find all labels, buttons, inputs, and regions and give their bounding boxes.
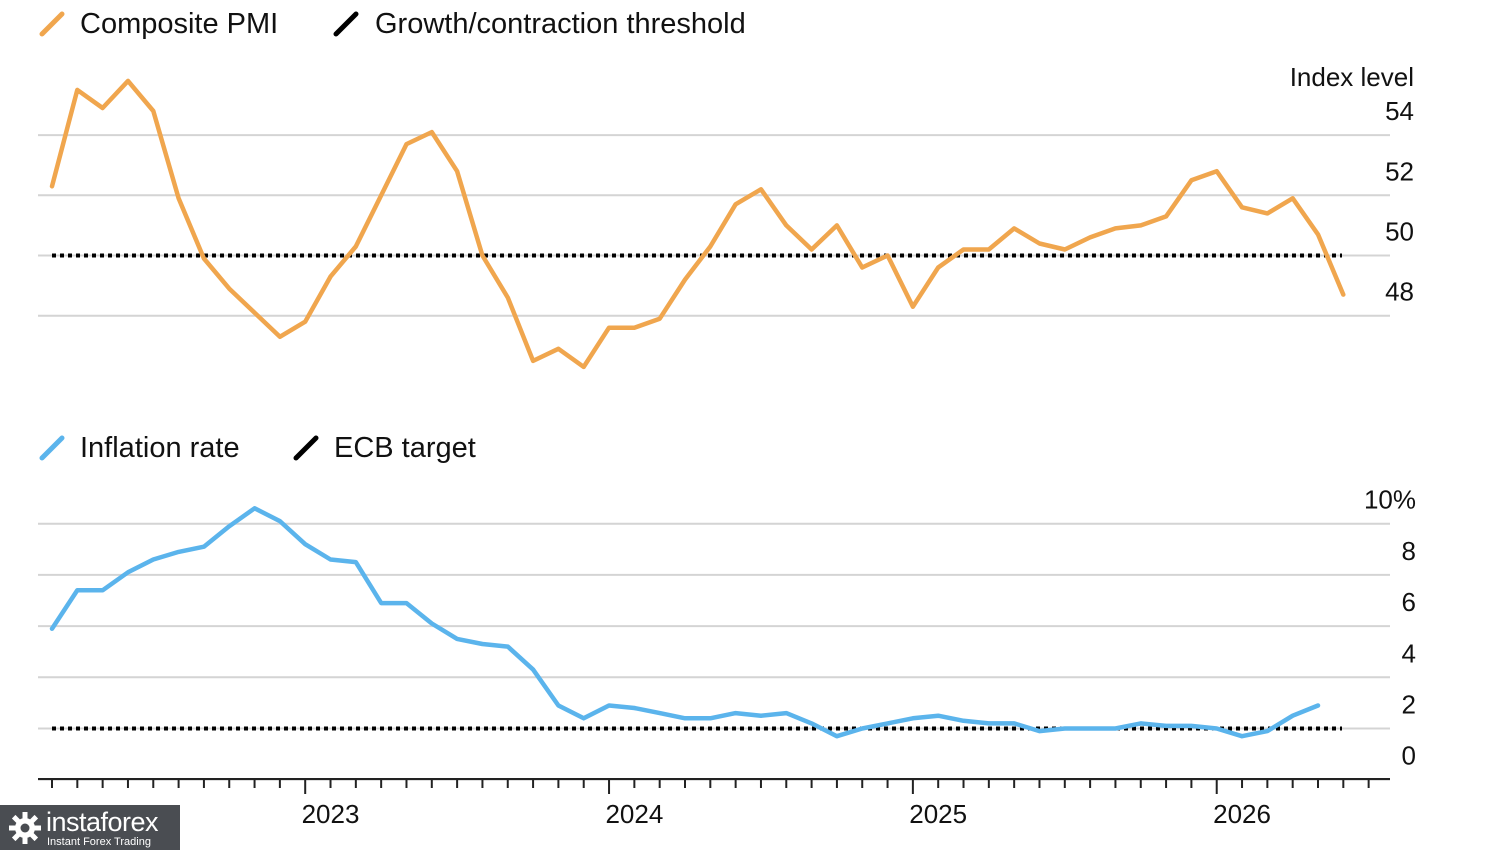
y-tick-label-0-0: 54 bbox=[1385, 96, 1414, 126]
watermark-brand: instaforex bbox=[46, 807, 159, 837]
x-tick-label-2023: 2023 bbox=[302, 799, 360, 829]
series-line-1-0 bbox=[49, 506, 1321, 739]
y-tick-label-1-1: 8 bbox=[1402, 536, 1416, 566]
pmi-legend-swatch bbox=[39, 11, 65, 37]
series-line-0-0 bbox=[49, 78, 1346, 370]
y-tick-label-0-1: 52 bbox=[1385, 156, 1414, 186]
inflation-legend-swatch bbox=[39, 435, 65, 461]
inflation-panel: 10% 8 6 4 2 0 bbox=[38, 485, 1416, 781]
pmi-axis-label: Index level bbox=[1290, 62, 1414, 92]
pmi-legend-label: Composite PMI bbox=[80, 8, 278, 40]
inflation-legend: Inflation rate ECB target bbox=[39, 432, 476, 464]
y-tick-label-0-2: 50 bbox=[1385, 217, 1414, 247]
gear-logo-icon bbox=[9, 812, 41, 844]
y-tick-label-0-3: 48 bbox=[1385, 277, 1414, 307]
x-tick-label-2026: 2026 bbox=[1213, 799, 1271, 829]
y-tick-label-1-4: 2 bbox=[1402, 690, 1416, 720]
ecb-legend-label: ECB target bbox=[334, 432, 476, 464]
watermark-tagline: Instant Forex Trading bbox=[47, 836, 151, 848]
x-axis: 2023 2024 2025 2026 bbox=[38, 778, 1390, 829]
inflation-legend-label: Inflation rate bbox=[80, 432, 240, 464]
instaforex-watermark: instaforex Instant Forex Trading bbox=[0, 805, 180, 850]
ecb-legend-swatch bbox=[293, 435, 319, 461]
y-tick-label-1-0: 10% bbox=[1364, 485, 1416, 515]
y-tick-label-1-3: 4 bbox=[1402, 638, 1416, 668]
pmi-legend: Composite PMI Growth/contraction thresho… bbox=[39, 8, 746, 40]
threshold-legend-label: Growth/contraction threshold bbox=[375, 8, 746, 40]
y-tick-label-1-5: 0 bbox=[1402, 741, 1416, 771]
threshold-legend-swatch bbox=[333, 11, 359, 37]
x-tick-label-2025: 2025 bbox=[909, 799, 967, 829]
x-tick-label-2024: 2024 bbox=[605, 799, 663, 829]
pmi-panel: 54 52 50 48 bbox=[38, 78, 1414, 370]
y-tick-label-1-2: 6 bbox=[1402, 587, 1416, 617]
